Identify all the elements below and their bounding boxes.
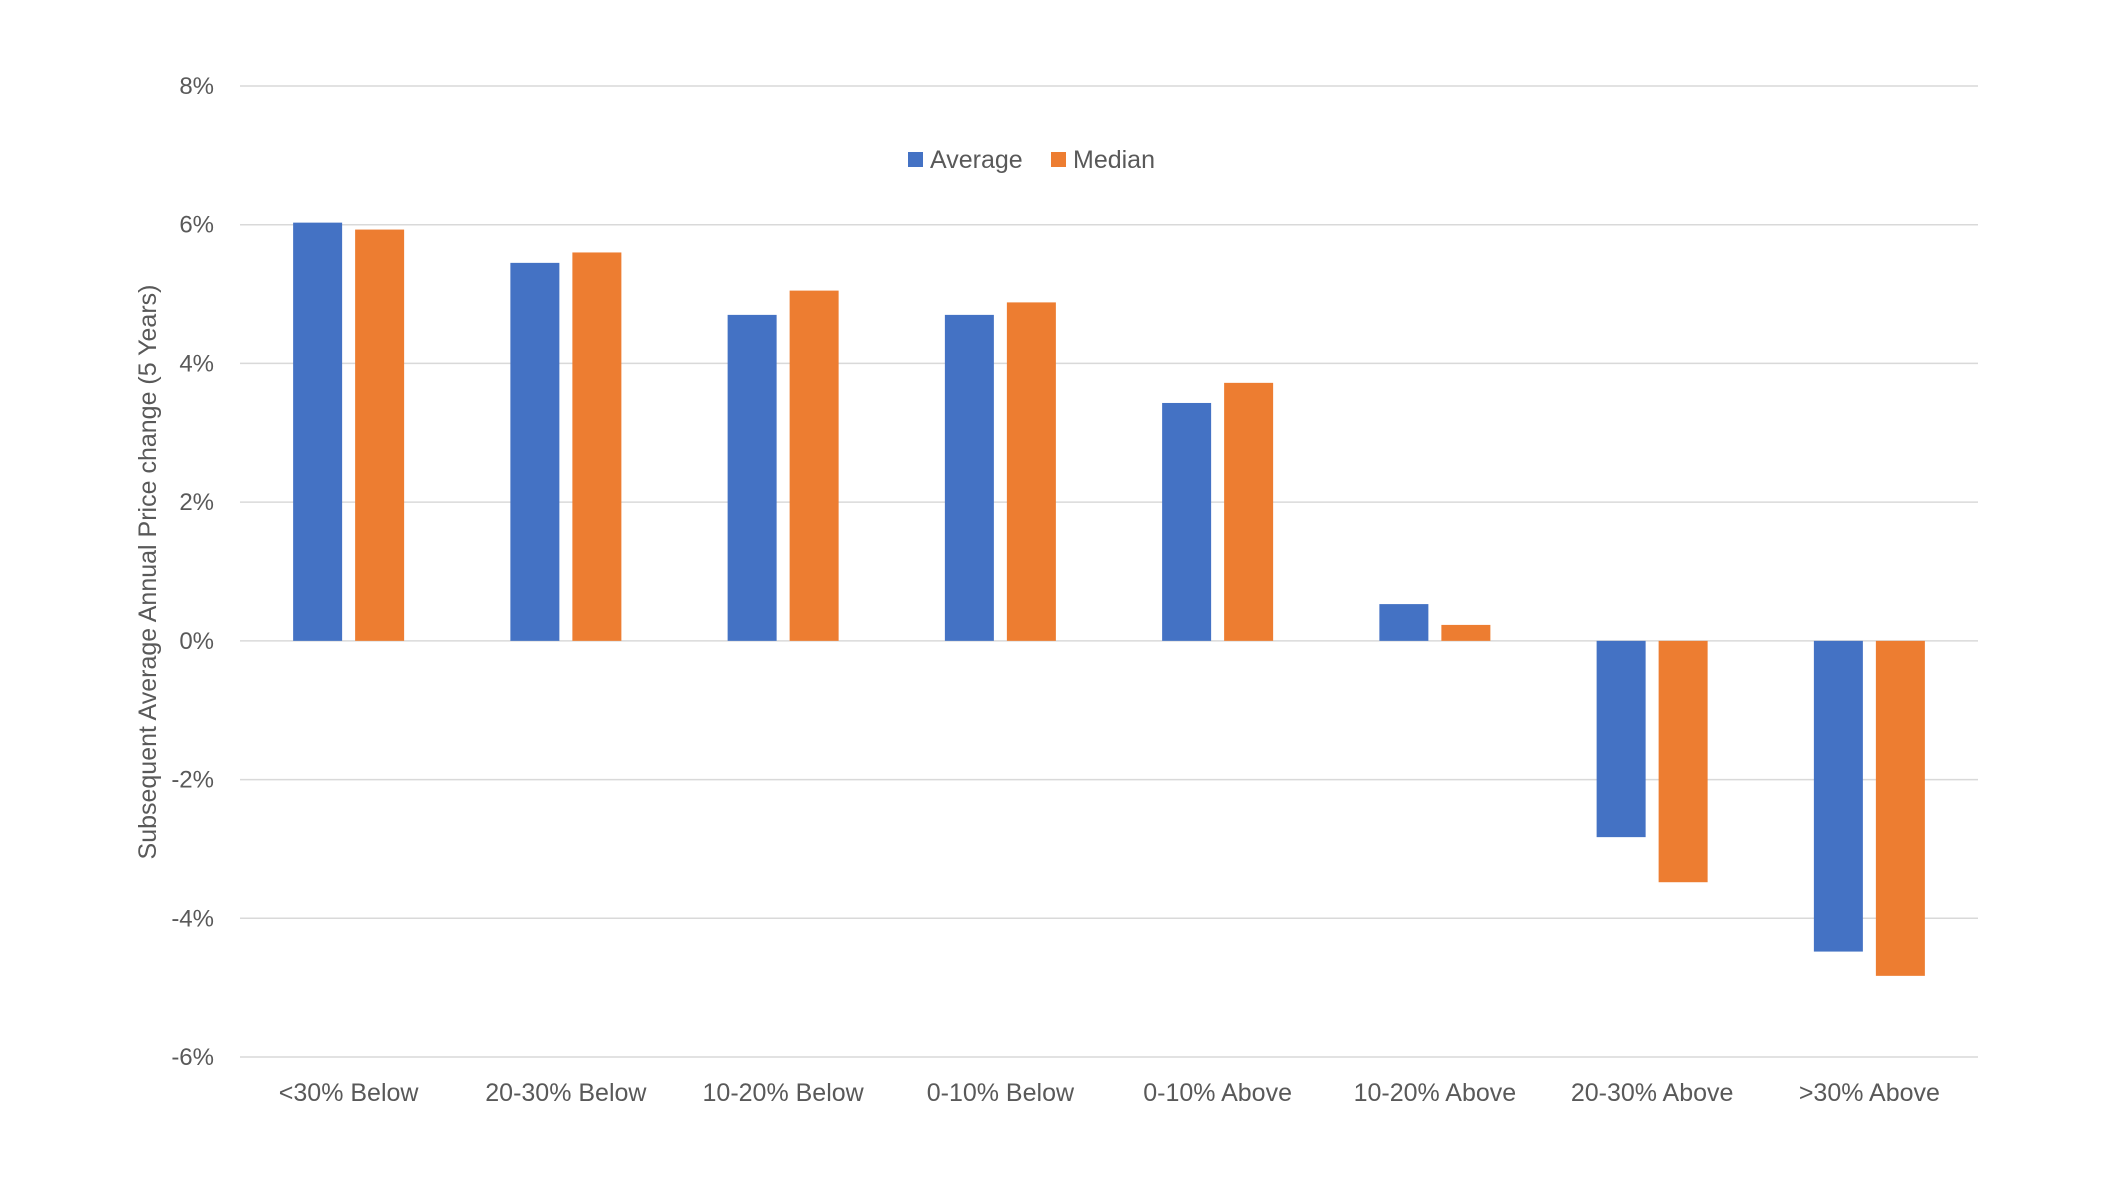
y-tick-label: -6% — [171, 1044, 214, 1071]
bar-average-4 — [1162, 402, 1212, 641]
bar-average-7 — [1813, 640, 1863, 952]
bar-median-0 — [355, 229, 405, 641]
bar-average-5 — [1379, 604, 1429, 641]
legend-swatch-average — [908, 152, 923, 167]
legend-label-median: Median — [1073, 146, 1155, 174]
y-axis-tick-labels: 8% 6% 4% 2% 0% -2% -4% -6% — [171, 73, 214, 1071]
bar-median-3 — [1006, 302, 1056, 641]
y-tick-label: -2% — [171, 767, 214, 794]
legend: Average Median — [908, 146, 1155, 174]
gridlines — [240, 85, 1978, 1058]
y-tick-label: 6% — [179, 212, 214, 239]
y-tick-label: 4% — [179, 350, 214, 377]
x-category-label: 20-30% Below — [485, 1079, 647, 1107]
bar-average-2 — [727, 314, 777, 641]
y-tick-label: 0% — [179, 628, 214, 655]
y-tick-label: 2% — [179, 489, 214, 516]
x-category-label: 0-10% Below — [927, 1079, 1075, 1107]
bar-average-6 — [1596, 640, 1646, 838]
y-axis-title: Subsequent Average Annual Price change (… — [134, 285, 162, 860]
bar-median-7 — [1875, 640, 1925, 976]
x-category-label: <30% Below — [279, 1079, 420, 1107]
bar-average-3 — [944, 314, 994, 641]
bar-median-2 — [789, 290, 839, 641]
x-axis-category-labels: <30% Below 20-30% Below 10-20% Below 0-10% … — [279, 1079, 1940, 1107]
x-category-label: 10-20% Above — [1354, 1079, 1517, 1107]
y-tick-label: -4% — [171, 905, 214, 932]
x-category-label: >30% Above — [1799, 1079, 1940, 1107]
bar-median-4 — [1224, 382, 1274, 641]
x-category-label: 10-20% Below — [703, 1079, 865, 1107]
legend-swatch-median — [1051, 152, 1066, 167]
bar-median-1 — [572, 252, 622, 641]
bar-median-6 — [1658, 640, 1708, 883]
legend-label-average: Average — [930, 146, 1023, 174]
x-category-label: 20-30% Above — [1571, 1079, 1734, 1107]
bar-average-1 — [510, 262, 560, 641]
x-category-label: 0-10% Above — [1143, 1079, 1292, 1107]
y-tick-label: 8% — [179, 73, 214, 100]
bar-average-0 — [293, 222, 343, 641]
bar-median-5 — [1441, 624, 1491, 641]
bars — [293, 222, 1925, 976]
